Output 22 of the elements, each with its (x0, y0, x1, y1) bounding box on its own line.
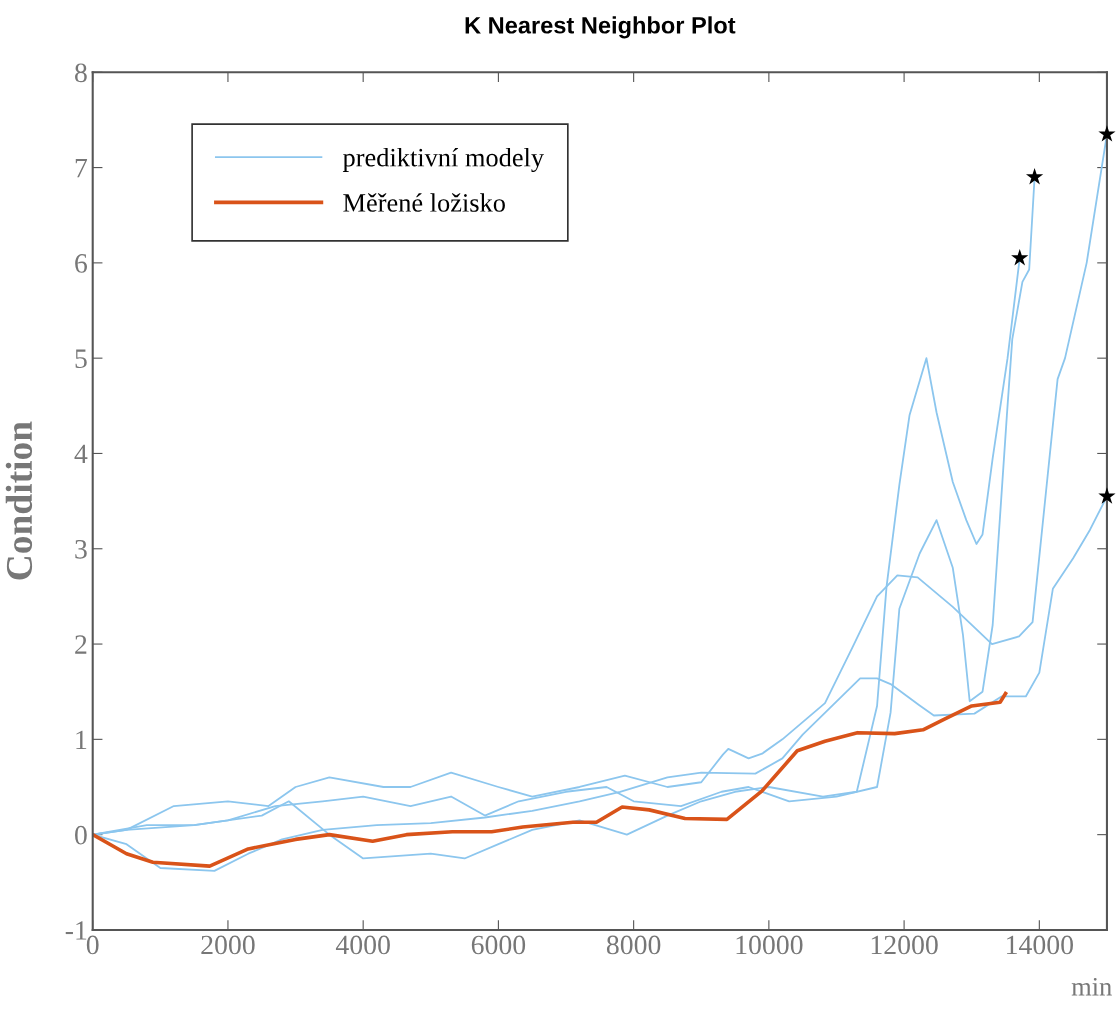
x-tick-label: 12000 (871, 935, 938, 955)
y-tick-label: 4 (74, 444, 88, 464)
y-tick-label: 6 (75, 254, 88, 273)
legend-label: prediktivní modely (342, 147, 544, 172)
x-tick-label: 4000 (335, 935, 390, 955)
y-tick-label: -1 (65, 921, 87, 940)
x-tick-label: 6000 (471, 935, 526, 955)
y-tick-label: 1 (76, 730, 87, 749)
x-tick-label: 14000 (1007, 935, 1073, 955)
chart-title: K Nearest Neighbor Plot (465, 16, 736, 39)
y-tick-label: 7 (75, 159, 88, 178)
y-tick-label: 0 (75, 825, 87, 845)
y-tick-label: 3 (75, 540, 87, 559)
y-tick-label: 8 (75, 63, 87, 83)
x-axis-title: min (1071, 977, 1112, 996)
x-tick-label: 10000 (736, 935, 803, 955)
legend-label: Měřené ložisko (343, 193, 505, 212)
y-axis-title: Condition (5, 421, 33, 580)
y-tick-label: 2 (75, 635, 87, 654)
x-tick-label: 2000 (201, 935, 255, 955)
x-tick-label: 8000 (606, 935, 661, 955)
y-tick-label: 5 (75, 349, 87, 369)
